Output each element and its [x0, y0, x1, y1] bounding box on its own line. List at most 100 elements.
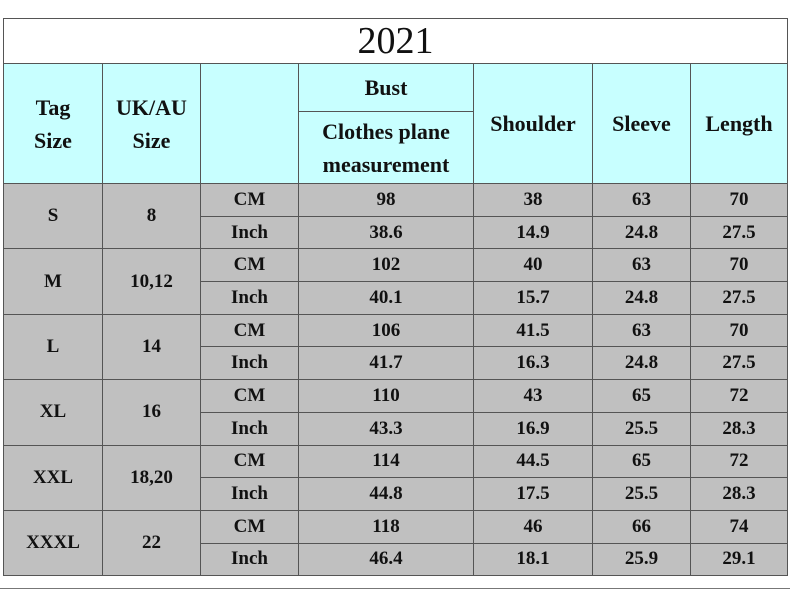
data-row: XL 16 CM 110 43 65 72: [3, 379, 788, 446]
inch-value: 16.9: [473, 411, 593, 446]
data-row: Inch 46.4 18.1 25.9 29.1: [4, 542, 788, 577]
uk-au-size: 16: [102, 379, 201, 446]
unit-label: CM: [200, 183, 299, 217]
cm-value: 110: [298, 379, 474, 413]
inch-value: 41.7: [298, 346, 474, 381]
cm-value: 74: [690, 509, 788, 544]
inch-value: 25.5: [592, 411, 691, 446]
header-row: Clothes plane measurement: [4, 111, 788, 184]
tag-size: M: [3, 248, 103, 315]
cm-value: 70: [690, 248, 788, 283]
inch-value: 27.5: [690, 346, 788, 381]
data-row: Inch 44.8 17.5 25.5 28.3: [4, 477, 788, 511]
header-cell: Tag Size: [3, 63, 103, 184]
title-row: 2021: [3, 18, 788, 64]
tag-size: S: [3, 182, 103, 250]
cm-value: 40: [473, 248, 593, 283]
cm-value: 38: [473, 183, 593, 217]
unit-label: Inch: [200, 346, 299, 381]
inch-value: 24.8: [592, 215, 691, 250]
uk-au-size: 18,20: [102, 444, 201, 511]
inch-value: 16.3: [473, 346, 593, 381]
data-row: Inch 40.1 15.7 24.8 27.5: [4, 281, 788, 315]
inch-value: 14.9: [473, 215, 593, 250]
header-cell: Shoulder: [473, 63, 593, 184]
inch-value: 40.1: [298, 281, 474, 315]
inch-value: 25.9: [592, 542, 691, 577]
unit-label: Inch: [200, 215, 299, 250]
inch-value: 28.3: [690, 477, 788, 511]
cm-value: 72: [690, 379, 788, 413]
data-row: Inch 43.3 16.9 25.5 28.3: [4, 411, 788, 446]
cm-value: 72: [690, 444, 788, 479]
inch-value: 43.3: [298, 411, 474, 446]
cm-value: 70: [690, 313, 788, 348]
inch-value: 46.4: [298, 542, 474, 577]
cm-value: 65: [592, 379, 691, 413]
header-cell: Clothes plane measurement: [298, 111, 474, 184]
uk-au-size: 14: [102, 313, 201, 381]
inch-value: 44.8: [298, 477, 474, 511]
data-row: XXXL 22 CM 118 46 66 74: [3, 509, 788, 577]
inch-value: 25.5: [592, 477, 691, 511]
uk-au-size: 10,12: [102, 248, 201, 315]
header-cell: Length: [690, 63, 788, 184]
unit-label: CM: [200, 248, 299, 283]
header-cell: Bust: [298, 63, 474, 112]
cm-value: 98: [298, 183, 474, 217]
unit-label: CM: [200, 444, 299, 479]
cm-value: 43: [473, 379, 593, 413]
header-cell: UK/AU Size: [102, 63, 201, 184]
header-cell: [200, 63, 299, 184]
cm-value: 63: [592, 248, 691, 283]
unit-label: CM: [200, 379, 299, 413]
inch-value: 24.8: [592, 346, 691, 381]
data-row: Inch 41.7 16.3 24.8 27.5: [4, 346, 788, 381]
data-row: Inch 38.6 14.9 24.8 27.5: [4, 215, 788, 250]
cm-value: 118: [298, 509, 474, 544]
inch-value: 38.6: [298, 215, 474, 250]
divider: [0, 588, 790, 589]
inch-value: 27.5: [690, 281, 788, 315]
inch-value: 18.1: [473, 542, 593, 577]
table-body: 2021 Tag Size UK/AU Size Bust Shoulder S…: [3, 18, 788, 577]
cm-value: 106: [298, 313, 474, 348]
inch-value: 27.5: [690, 215, 788, 250]
size-table: 2021 Tag Size UK/AU Size Bust Shoulder S…: [3, 18, 788, 577]
data-row: XXL 18,20 CM 114 44.5 65 72: [3, 444, 788, 511]
inch-value: 17.5: [473, 477, 593, 511]
cm-value: 70: [690, 183, 788, 217]
inch-value: 15.7: [473, 281, 593, 315]
table-title: 2021: [3, 18, 788, 64]
header-cell: Sleeve: [592, 63, 691, 184]
cm-value: 114: [298, 444, 474, 479]
cm-value: 65: [592, 444, 691, 479]
tag-size: L: [3, 313, 103, 381]
unit-label: CM: [200, 313, 299, 348]
unit-label: CM: [200, 509, 299, 544]
cm-value: 63: [592, 313, 691, 348]
data-row: L 14 CM 106 41.5 63 70: [3, 313, 788, 381]
unit-label: Inch: [200, 411, 299, 446]
cm-value: 41.5: [473, 313, 593, 348]
tag-size: XXL: [3, 444, 103, 511]
tag-size: XXXL: [3, 509, 103, 577]
cm-value: 102: [298, 248, 474, 283]
header-row: Tag Size UK/AU Size Bust Shoulder Sleeve…: [3, 63, 788, 184]
cm-value: 66: [592, 509, 691, 544]
data-row: S 8 CM 98 38 63 70: [3, 182, 788, 250]
data-row: M 10,12 CM 102 40 63 70: [3, 248, 788, 315]
uk-au-size: 22: [102, 509, 201, 577]
unit-label: Inch: [200, 477, 299, 511]
cm-value: 46: [473, 509, 593, 544]
tag-size: XL: [3, 379, 103, 446]
cm-value: 63: [592, 183, 691, 217]
unit-label: Inch: [200, 281, 299, 315]
uk-au-size: 8: [102, 182, 201, 250]
unit-label: Inch: [200, 542, 299, 577]
inch-value: 29.1: [690, 542, 788, 577]
inch-value: 28.3: [690, 411, 788, 446]
cm-value: 44.5: [473, 444, 593, 479]
